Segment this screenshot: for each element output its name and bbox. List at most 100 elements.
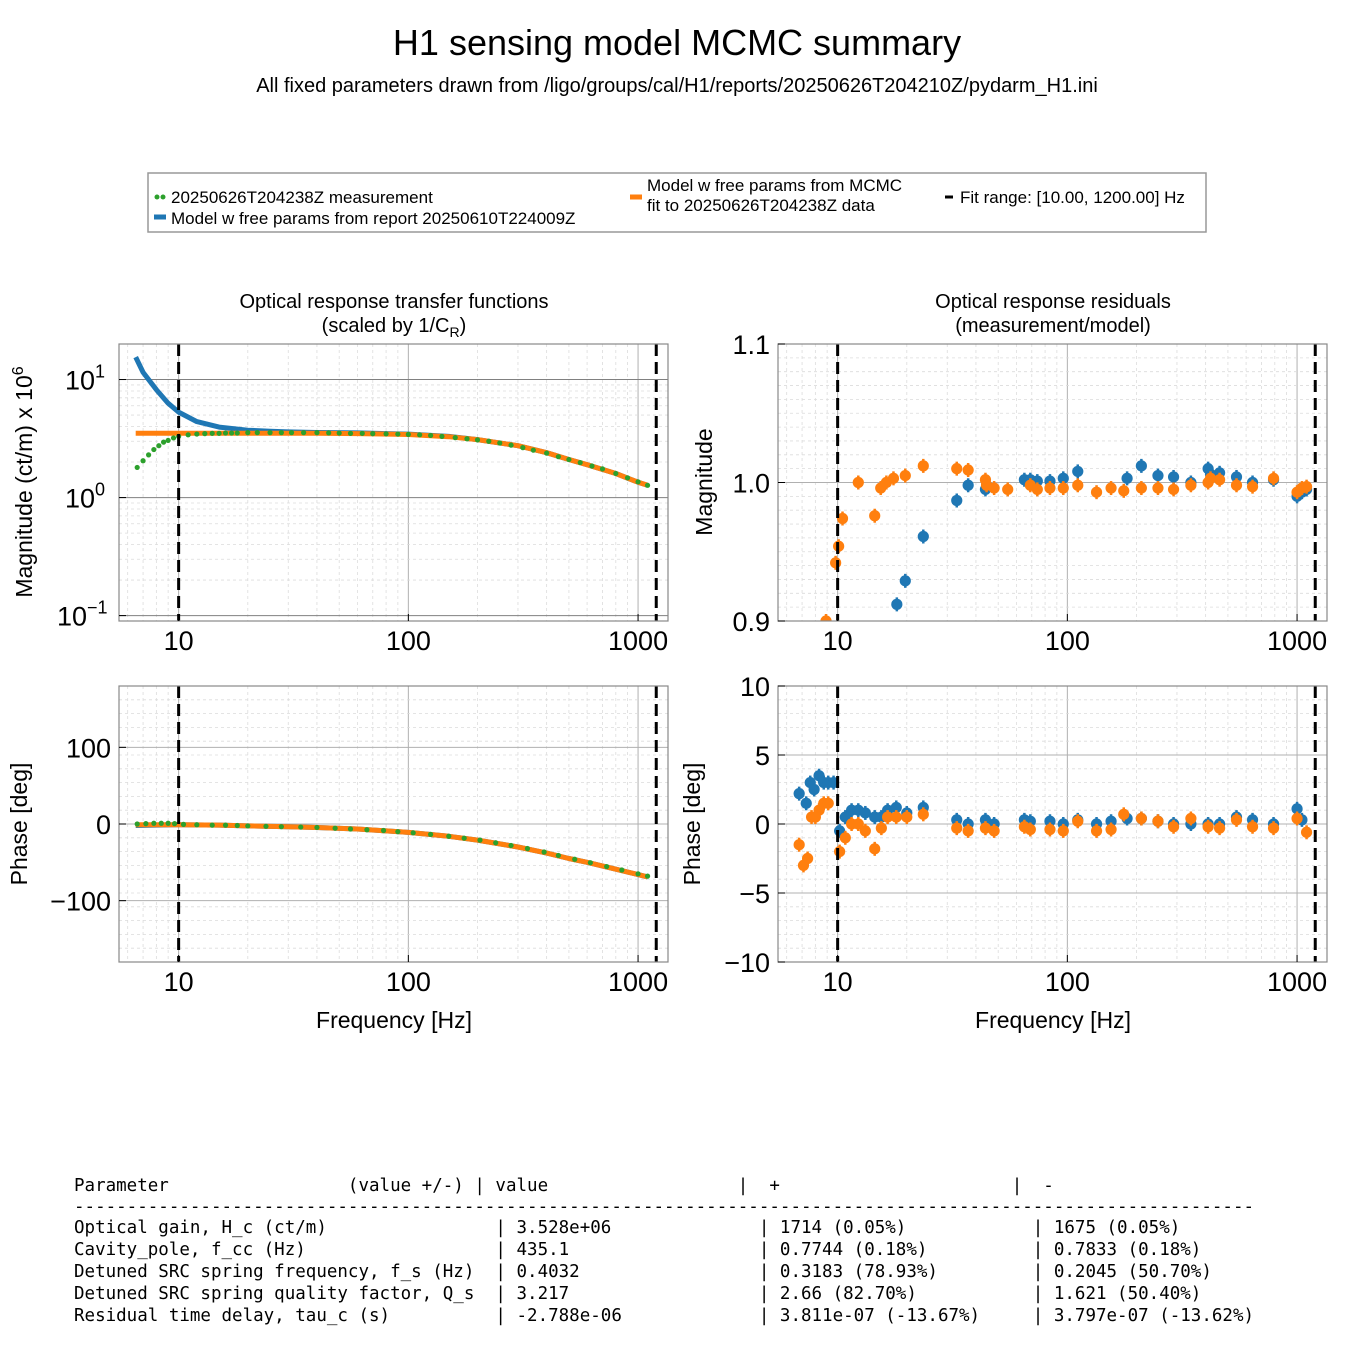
res-phase-xlabel: Frequency [Hz] xyxy=(975,1007,1131,1033)
data-point xyxy=(887,472,900,484)
data-point xyxy=(332,825,338,831)
data-point xyxy=(834,846,846,858)
data-point xyxy=(417,432,423,438)
data-point xyxy=(1291,803,1303,815)
x-tick-label: 10 xyxy=(823,626,853,656)
y-tick-label: 5 xyxy=(755,741,770,771)
data-point xyxy=(988,482,1000,494)
data-point xyxy=(301,430,307,436)
data-point xyxy=(1118,808,1130,820)
x-tick-label: 100 xyxy=(1045,626,1090,656)
table-row: Optical gain, H_c (ct/m) | 3.528e+06 | 1… xyxy=(74,1218,1180,1238)
x-tick-label: 100 xyxy=(386,626,431,656)
data-point xyxy=(839,832,851,844)
data-point xyxy=(619,867,625,873)
data-point xyxy=(395,829,401,835)
data-point xyxy=(254,430,260,436)
data-point xyxy=(604,863,610,870)
data-point xyxy=(263,823,269,829)
data-point xyxy=(202,431,208,437)
y-tick-label: 0.9 xyxy=(732,607,770,637)
x-tick-label: 10 xyxy=(164,967,194,997)
data-point xyxy=(474,437,481,443)
figure-title: H1 sensing model MCMC summary xyxy=(393,22,961,63)
data-point xyxy=(493,840,499,846)
data-point xyxy=(151,820,157,826)
y-tick-label: 0 xyxy=(96,810,111,840)
data-point xyxy=(962,825,974,837)
data-point xyxy=(383,431,389,437)
data-point xyxy=(209,822,215,828)
data-point xyxy=(1072,465,1084,478)
data-point xyxy=(589,463,595,469)
data-point xyxy=(1072,815,1084,827)
data-point xyxy=(477,837,483,843)
data-point xyxy=(1185,812,1197,825)
tf-mag-ylabel: Magnitude (ct/m) x 106 xyxy=(10,366,37,597)
data-point xyxy=(1135,482,1147,494)
plot-area xyxy=(820,344,1317,621)
data-point xyxy=(288,430,295,436)
legend-frame xyxy=(147,172,1207,233)
data-point xyxy=(951,822,963,834)
data-point xyxy=(891,598,903,610)
data-point xyxy=(830,557,842,569)
data-point xyxy=(1057,825,1069,837)
data-point xyxy=(917,530,929,543)
data-point xyxy=(899,469,911,482)
y-tick-label-base: 10 xyxy=(65,366,95,396)
data-point xyxy=(171,821,178,827)
y-tick-label: −10 xyxy=(724,948,770,978)
legend-measurement-label: 20250626T204238Z measurement xyxy=(171,188,433,207)
data-point xyxy=(899,575,911,587)
data-point xyxy=(486,438,492,444)
data-point xyxy=(869,510,881,522)
data-point xyxy=(1057,482,1069,494)
data-point xyxy=(635,871,641,877)
data-point xyxy=(1202,821,1214,833)
data-point xyxy=(1167,821,1180,833)
legend-measurement-marker xyxy=(160,194,166,200)
data-point xyxy=(520,445,526,451)
tf-phase-xlabel: Frequency [Hz] xyxy=(316,1007,472,1033)
data-point xyxy=(1118,485,1130,497)
data-point xyxy=(464,436,470,442)
data-point xyxy=(359,430,365,436)
data-point xyxy=(461,835,467,841)
table-separator: ----------------------------------------… xyxy=(74,1197,1254,1217)
data-point xyxy=(890,801,902,814)
y-tick-label: −5 xyxy=(739,879,770,909)
legend-measurement-marker xyxy=(154,194,160,200)
data-point xyxy=(1246,821,1259,833)
data-point xyxy=(1300,826,1313,838)
tf-phase-ylabel: Phase [deg] xyxy=(6,763,32,886)
data-point xyxy=(508,842,514,849)
x-tick-label: 1000 xyxy=(608,626,668,656)
data-point xyxy=(216,430,222,436)
tf-mag-ylabel-text: Magnitude (ct/m) x 10 xyxy=(11,375,37,597)
legend-fit-range-label: Fit range: [10.00, 1200.00] Hz xyxy=(960,188,1185,207)
data-point xyxy=(836,512,849,525)
table-header: Parameter (value +/-) | value | + | - xyxy=(74,1176,1054,1196)
data-point xyxy=(314,824,320,831)
data-point xyxy=(800,797,812,809)
data-point xyxy=(446,833,452,839)
data-point xyxy=(146,452,152,458)
data-point xyxy=(808,783,820,796)
data-point xyxy=(1057,472,1069,484)
x-tick-label: 1000 xyxy=(1267,967,1327,997)
data-point xyxy=(143,821,149,827)
y-tick-label: 1.1 xyxy=(732,330,770,360)
data-point xyxy=(1204,472,1217,484)
data-point xyxy=(1230,814,1243,826)
data-point xyxy=(624,475,631,481)
data-point xyxy=(508,442,514,448)
data-point xyxy=(1044,482,1056,494)
data-point xyxy=(544,450,550,456)
data-point xyxy=(165,820,171,826)
data-point xyxy=(917,808,929,820)
table-row: Cavity_pole, f_cc (Hz) | 435.1 | 0.7744 … xyxy=(74,1240,1201,1260)
tf-mag-ylabel-exp: 6 xyxy=(10,366,27,375)
